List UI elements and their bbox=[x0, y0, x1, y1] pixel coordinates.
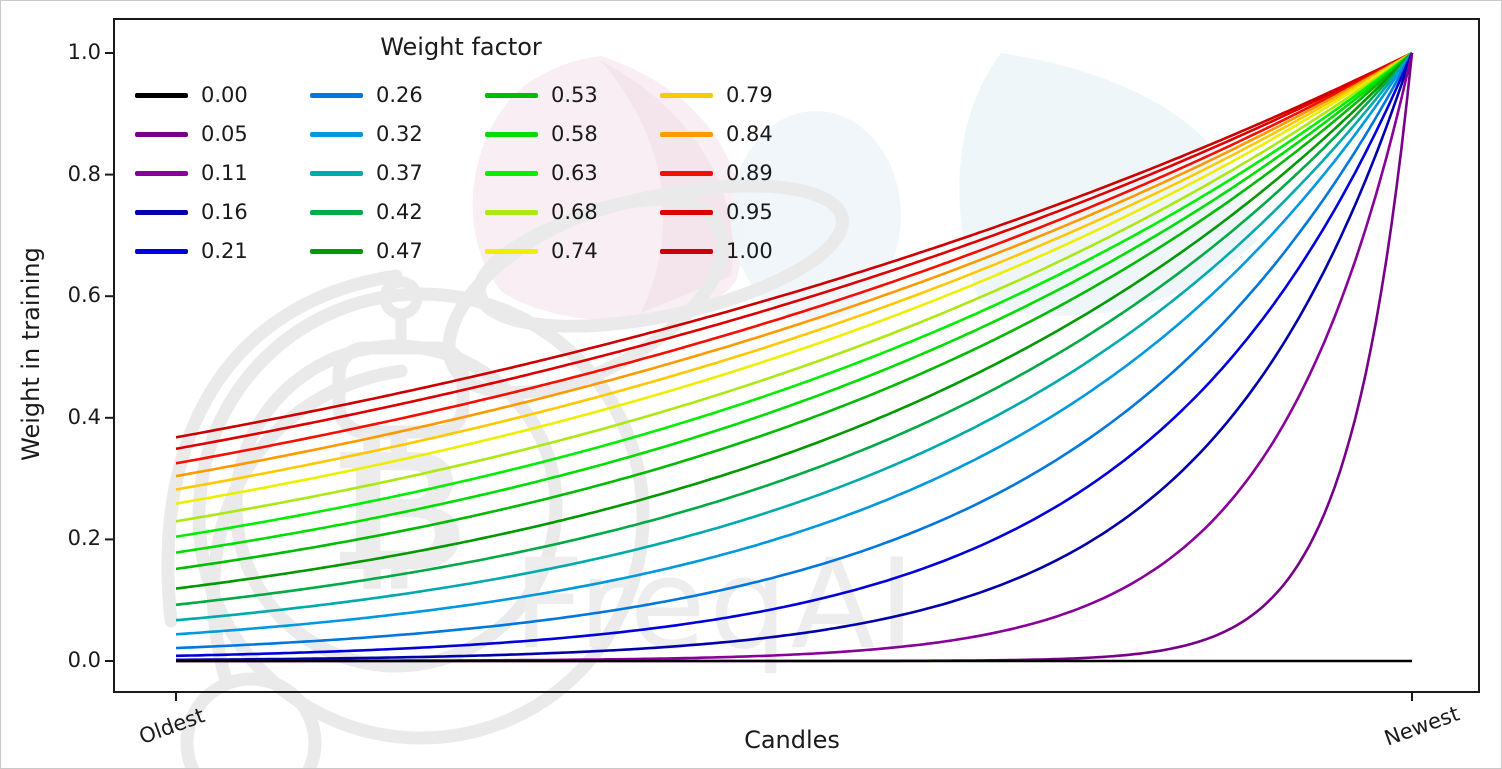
blue-leaf-small-shape bbox=[731, 111, 901, 321]
legend-label: 0.89 bbox=[726, 160, 773, 185]
legend-item-0.32: 0.32 bbox=[310, 122, 423, 146]
legend-swatch bbox=[660, 92, 713, 98]
legend-label: 0.37 bbox=[376, 160, 423, 185]
legend-swatch bbox=[660, 209, 713, 215]
legend-label: 0.32 bbox=[376, 121, 423, 146]
legend-item-0.21: 0.21 bbox=[135, 239, 248, 263]
y-tick-label: 0.4 bbox=[67, 404, 101, 429]
legend-swatch bbox=[310, 92, 363, 98]
curve-factor-0.26 bbox=[175, 52, 1414, 650]
legend-swatch bbox=[485, 248, 538, 254]
y-tick-label: 1.0 bbox=[67, 40, 101, 64]
legend-label: 1.00 bbox=[726, 238, 773, 263]
legend-label: 0.16 bbox=[201, 199, 248, 224]
legend-item-0.26: 0.26 bbox=[310, 83, 423, 107]
plot-frame bbox=[113, 18, 1480, 693]
legend-item-0.37: 0.37 bbox=[310, 161, 423, 185]
legend-swatch bbox=[660, 170, 713, 176]
legend-label: 0.53 bbox=[551, 82, 598, 107]
logo-wing-2 bbox=[473, 179, 849, 333]
y-tick-label: 0.6 bbox=[67, 283, 101, 308]
curve-factor-0.53 bbox=[175, 52, 1413, 571]
legend-swatch bbox=[485, 131, 538, 137]
axis-tick-marks bbox=[105, 52, 1413, 701]
legend-label: 0.42 bbox=[376, 199, 423, 224]
legend-label: 0.11 bbox=[201, 160, 248, 185]
curve-factor-0.89 bbox=[175, 51, 1413, 465]
legend-item-0.11: 0.11 bbox=[135, 161, 248, 185]
legend-label: 0.26 bbox=[376, 82, 423, 107]
curve-factor-0.79 bbox=[175, 51, 1413, 491]
legend-swatch bbox=[310, 209, 363, 215]
legend-swatch bbox=[310, 170, 363, 176]
legend-label: 0.95 bbox=[726, 199, 773, 224]
legend-item-0.16: 0.16 bbox=[135, 200, 248, 224]
legend-swatch bbox=[135, 131, 188, 137]
legend-swatch bbox=[310, 248, 363, 254]
freqai-watermark-text: FreqAI bbox=[513, 533, 918, 677]
legend-item-1.00: 1.00 bbox=[660, 239, 773, 263]
legend-swatch bbox=[660, 131, 713, 137]
legend-swatch bbox=[485, 209, 538, 215]
legend-item-0.63: 0.63 bbox=[485, 161, 598, 185]
legend-item-0.89: 0.89 bbox=[660, 161, 773, 185]
legend-item-0.95: 0.95 bbox=[660, 200, 773, 224]
curve-factor-0.47 bbox=[175, 52, 1413, 590]
curve-factor-0.58 bbox=[175, 52, 1413, 554]
y-tick-label: 0.0 bbox=[67, 648, 101, 672]
legend-item-0.00: 0.00 bbox=[135, 83, 248, 107]
legend-item-0.42: 0.42 bbox=[310, 200, 423, 224]
legend-swatch bbox=[485, 170, 538, 176]
legend-label: 0.79 bbox=[726, 82, 773, 107]
curve-factor-0.32 bbox=[175, 52, 1414, 636]
legend-item-0.05: 0.05 bbox=[135, 122, 248, 146]
legend-swatch bbox=[310, 131, 363, 137]
legend-title: Weight factor bbox=[380, 33, 542, 61]
legend-swatch bbox=[135, 248, 188, 254]
legend-item-0.84: 0.84 bbox=[660, 122, 773, 146]
logo-swirl-1 bbox=[161, 269, 403, 628]
curve-factor-1.00 bbox=[175, 51, 1413, 439]
legend-swatch bbox=[485, 92, 538, 98]
curve-factor-0.37 bbox=[175, 52, 1414, 622]
y-tick-label: 0.2 bbox=[67, 526, 101, 551]
legend-item-0.47: 0.47 bbox=[310, 239, 423, 263]
legend-item-0.74: 0.74 bbox=[485, 239, 598, 263]
legend-label: 0.21 bbox=[201, 238, 248, 263]
curve-factor-0.21 bbox=[175, 52, 1414, 658]
legend-swatch bbox=[135, 170, 188, 176]
legend-label: 0.68 bbox=[551, 199, 598, 224]
y-tick-label: 0.8 bbox=[67, 161, 101, 186]
x-axis-label: Candles bbox=[744, 726, 840, 754]
legend-label: 0.00 bbox=[201, 82, 248, 107]
curve-factor-0.74 bbox=[175, 51, 1413, 505]
logo-bottom-circle bbox=[180, 672, 322, 768]
legend-swatch bbox=[135, 92, 188, 98]
watermark-logo bbox=[161, 179, 849, 768]
curve-factor-0.68 bbox=[175, 51, 1413, 523]
y-axis-label: Weight in training bbox=[17, 247, 45, 461]
curve-factor-0.42 bbox=[175, 52, 1413, 607]
curve-factor-0.84 bbox=[175, 51, 1413, 478]
legend-label: 0.47 bbox=[376, 238, 423, 263]
curve-group bbox=[175, 51, 1414, 663]
legend-item-0.79: 0.79 bbox=[660, 83, 773, 107]
curve-factor-0.16 bbox=[176, 52, 1414, 662]
curve-factor-0.63 bbox=[175, 51, 1413, 538]
legend-label: 0.58 bbox=[551, 121, 598, 146]
legend-label: 0.84 bbox=[726, 121, 773, 146]
legend-swatch bbox=[135, 209, 188, 215]
legend-item-0.68: 0.68 bbox=[485, 200, 598, 224]
legend-item-0.53: 0.53 bbox=[485, 83, 598, 107]
legend-label: 0.63 bbox=[551, 160, 598, 185]
curve-factor-0.95 bbox=[175, 51, 1413, 451]
legend-item-0.58: 0.58 bbox=[485, 122, 598, 146]
legend-label: 0.74 bbox=[551, 238, 598, 263]
legend-swatch bbox=[660, 248, 713, 254]
legend-label: 0.05 bbox=[201, 121, 248, 146]
